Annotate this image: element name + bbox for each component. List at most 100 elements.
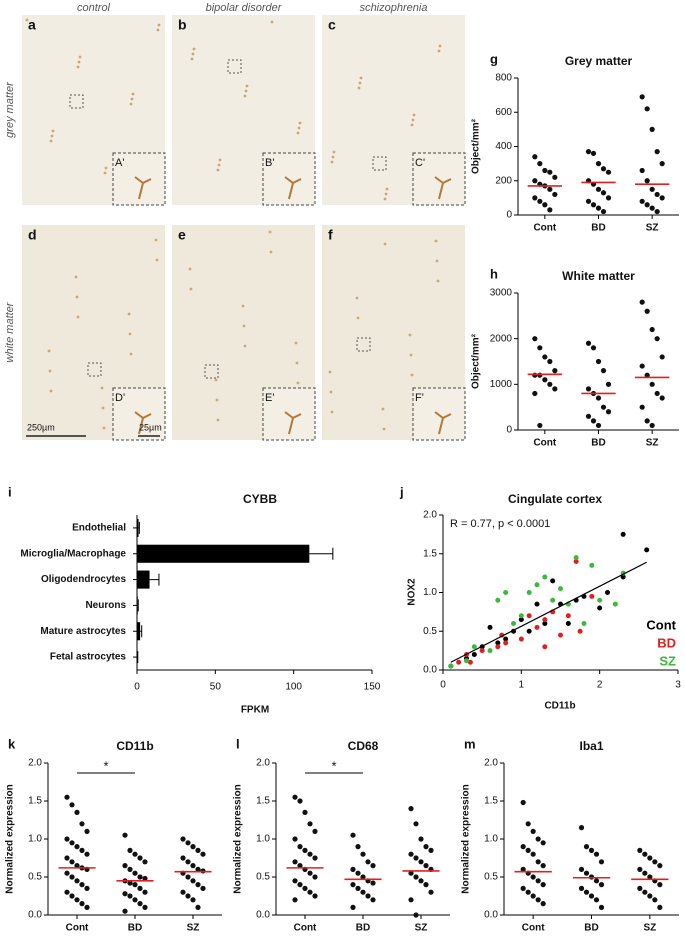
cell bbox=[330, 160, 334, 164]
cell bbox=[47, 349, 51, 353]
data-point bbox=[600, 368, 607, 374]
data-point bbox=[312, 828, 318, 835]
column-label: schizophrenia bbox=[360, 2, 428, 14]
x-tick-label: SZ bbox=[646, 438, 659, 449]
bar bbox=[137, 518, 139, 537]
y-tick-label: 1.5 bbox=[484, 796, 498, 807]
data-point bbox=[127, 866, 133, 873]
data-point bbox=[423, 844, 429, 850]
cell bbox=[216, 168, 220, 172]
data-point bbox=[649, 326, 655, 333]
data-point bbox=[518, 617, 524, 623]
y-tick-label: 0.5 bbox=[28, 872, 42, 883]
cell bbox=[241, 304, 245, 308]
data-point bbox=[190, 878, 196, 884]
data-point bbox=[578, 825, 585, 831]
data-point bbox=[593, 897, 600, 903]
data-point bbox=[479, 648, 485, 654]
y-tick-label: Endothelial bbox=[72, 523, 126, 534]
data-point bbox=[132, 882, 138, 888]
error-bar bbox=[309, 547, 334, 560]
data-point bbox=[542, 202, 548, 208]
data-point bbox=[532, 178, 538, 184]
data-point bbox=[535, 878, 541, 884]
data-point bbox=[583, 870, 590, 876]
data-point bbox=[644, 106, 650, 112]
data-point bbox=[74, 844, 80, 850]
data-point bbox=[142, 859, 148, 865]
data-point bbox=[597, 605, 603, 611]
cell bbox=[214, 378, 218, 382]
data-point bbox=[542, 617, 548, 623]
data-point bbox=[518, 613, 524, 619]
data-point bbox=[495, 597, 501, 603]
data-point bbox=[292, 897, 298, 903]
data-point bbox=[200, 885, 206, 892]
data-point bbox=[195, 866, 201, 873]
chart-title: White matter bbox=[562, 269, 635, 283]
data-point bbox=[547, 169, 553, 175]
cell bbox=[411, 118, 415, 122]
roi-box bbox=[69, 94, 84, 109]
cell bbox=[101, 406, 105, 410]
data-point bbox=[360, 851, 366, 857]
y-tick-label: Neurons bbox=[85, 600, 126, 611]
data-point bbox=[127, 880, 133, 886]
data-point bbox=[578, 885, 585, 892]
y-tick-label: Microglia/Macrophage bbox=[20, 548, 126, 559]
data-point bbox=[542, 621, 548, 626]
y-tick-label: 800 bbox=[495, 73, 512, 84]
data-point bbox=[408, 897, 414, 903]
data-point bbox=[639, 299, 645, 305]
data-point bbox=[413, 821, 419, 827]
fit-line bbox=[450, 561, 647, 663]
y-axis-label: Object/mm² bbox=[471, 333, 482, 389]
y-tick-label: 1.5 bbox=[28, 796, 42, 807]
cell bbox=[434, 239, 438, 243]
data-point bbox=[639, 167, 645, 174]
data-point bbox=[639, 363, 645, 369]
x-axis-label: CD11b bbox=[544, 701, 575, 712]
x-tick-label: BD bbox=[584, 923, 598, 934]
cell bbox=[48, 369, 52, 373]
data-point bbox=[142, 904, 148, 911]
data-point bbox=[84, 885, 90, 892]
data-point bbox=[122, 863, 128, 869]
data-point bbox=[526, 590, 532, 595]
data-point bbox=[639, 404, 645, 410]
y-tick-label: 2000 bbox=[490, 333, 513, 344]
cell bbox=[328, 370, 332, 374]
data-point bbox=[583, 844, 590, 850]
x-tick-label: Cont bbox=[533, 438, 556, 449]
inset-cell bbox=[134, 411, 152, 435]
panel-letter: e bbox=[178, 227, 186, 243]
cell bbox=[297, 126, 301, 130]
data-point bbox=[589, 562, 595, 568]
data-point bbox=[132, 897, 138, 903]
cell bbox=[242, 324, 246, 328]
cell bbox=[408, 333, 412, 337]
data-point bbox=[413, 912, 419, 918]
cell bbox=[436, 279, 440, 283]
data-point bbox=[644, 418, 650, 424]
data-point bbox=[644, 372, 650, 378]
error-bar bbox=[149, 573, 160, 586]
data-point bbox=[639, 198, 645, 204]
panel-letter: d bbox=[28, 227, 37, 243]
cell bbox=[296, 131, 300, 135]
data-point bbox=[535, 897, 541, 903]
data-point bbox=[370, 897, 376, 903]
data-point bbox=[69, 802, 75, 808]
data-point bbox=[642, 889, 648, 895]
data-point bbox=[79, 901, 85, 907]
cell bbox=[129, 102, 133, 106]
data-point bbox=[583, 889, 590, 895]
data-point bbox=[142, 889, 148, 895]
roi-box bbox=[356, 337, 371, 352]
data-point bbox=[185, 859, 191, 865]
data-point bbox=[360, 874, 366, 880]
y-tick-label: 1.0 bbox=[484, 834, 498, 845]
data-point bbox=[526, 628, 532, 634]
y-tick-label: 200 bbox=[495, 175, 512, 186]
